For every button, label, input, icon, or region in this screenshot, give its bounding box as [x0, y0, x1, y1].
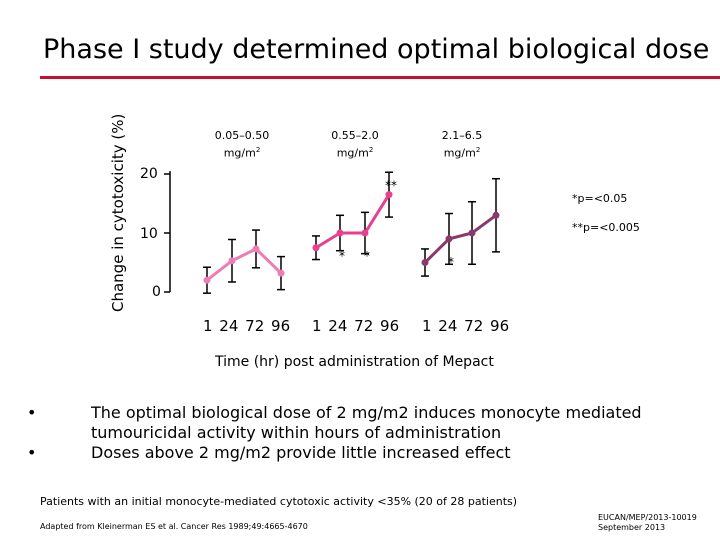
bullet-text: Doses above 2 mg/m2 provide little incre… [91, 443, 511, 462]
bullet-text: The optimal biological dose of 2 mg/m2 i… [91, 403, 642, 442]
y-tick-label: 10 [140, 226, 158, 242]
series-line [315, 193, 391, 250]
data-point [228, 257, 236, 265]
data-point [361, 229, 369, 237]
series-line [206, 247, 283, 282]
footnote: Patients with an initial monocyte-mediat… [40, 495, 518, 508]
bullet-dot-icon: • [27, 443, 37, 462]
dose-group-label-3: 2.1–6.5 mg/m2 [441, 129, 483, 160]
bullet-item: • Doses above 2 mg/m2 provide little inc… [27, 443, 720, 463]
data-point [385, 191, 393, 199]
series-line [423, 214, 497, 264]
dose-group-label-1: 0.05–0.50 mg/m2 [214, 129, 270, 160]
significance-mark: ** [385, 179, 397, 193]
legend-p-005: *p=<0.05 [572, 192, 628, 205]
slide-title: Phase I study determined optimal biologi… [43, 34, 710, 65]
significance-mark: * [364, 249, 370, 263]
source-citation: Adapted from Kleinerman ES et al. Cancer… [40, 522, 308, 531]
significance-mark: * [448, 255, 454, 269]
bullet-list: • The optimal biological dose of 2 mg/m2… [27, 403, 720, 463]
significance-mark: * [339, 249, 345, 263]
y-tick-label: 0 [152, 284, 161, 300]
data-point [421, 259, 429, 266]
x-axis-label: Time (hr) post administration of Mepact [215, 354, 494, 370]
data-point [492, 211, 500, 219]
x-tick-labels-group-1: 1 24 72 96 [203, 317, 291, 335]
x-tick-labels-group-3: 1 24 72 96 [422, 317, 510, 335]
data-point [468, 229, 476, 237]
data-point [445, 235, 453, 243]
bullet-item: • The optimal biological dose of 2 mg/m2… [27, 403, 720, 443]
dose-group-label-2: 0.55–2.0 mg/m2 [331, 129, 379, 160]
data-point [203, 276, 211, 284]
bullet-dot-icon: • [27, 403, 37, 422]
x-tick-labels-group-2: 1 24 72 96 [312, 317, 400, 335]
data-point [312, 244, 320, 252]
data-point [252, 245, 260, 253]
document-code: EUCAN/MEP/2013-10019 September 2013 [598, 513, 697, 532]
data-point [336, 229, 344, 237]
y-tick-label: 20 [140, 166, 158, 182]
legend-p-0005: **p=<0.005 [572, 221, 640, 234]
title-underline [40, 76, 720, 79]
data-point [277, 269, 285, 277]
